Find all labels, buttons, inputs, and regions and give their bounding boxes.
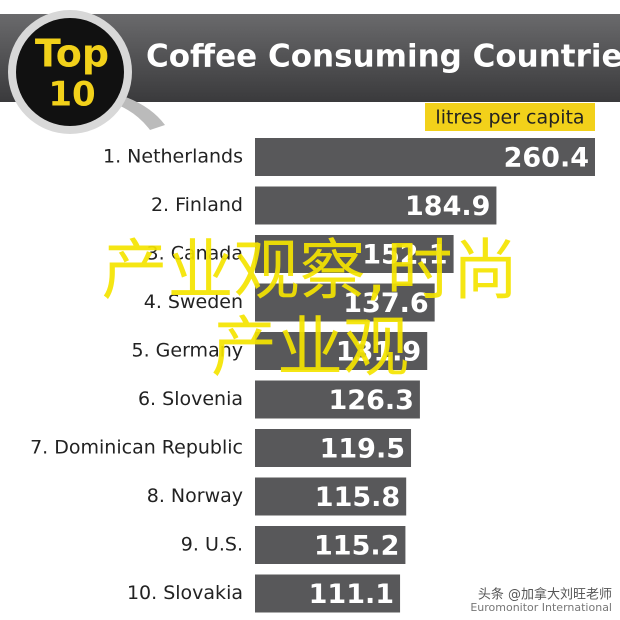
category-label: 7. Dominican Republic (30, 437, 243, 459)
category-label: 8. Norway (147, 485, 243, 507)
cup-badge (16, 18, 124, 126)
watermark: 头条 @加拿大刘旺老师 (478, 587, 612, 603)
value-label: 260.4 (504, 143, 589, 174)
value-label: 131.9 (336, 337, 421, 368)
rows: 1. Netherlands 260.4 2. Finland 184.9 3. Can… (30, 138, 595, 613)
bar (255, 477, 407, 516)
value-label: 115.2 (314, 531, 399, 562)
bar (255, 235, 454, 273)
value-label: 115.8 (315, 482, 400, 513)
badge-top: Top (35, 32, 109, 76)
bar (255, 283, 435, 322)
overlay-text: 产业观察,时尚 (102, 232, 519, 309)
badge-number: 10 (48, 75, 95, 115)
category-label: 10. Slovakia (127, 582, 243, 604)
category-label: 4. Sweden (144, 291, 243, 313)
value-label: 126.3 (329, 385, 414, 416)
bar (255, 526, 406, 564)
bar (255, 332, 428, 370)
cup-handle (110, 95, 165, 130)
category-label: 5. Germany (132, 340, 244, 362)
source: Euromonitor International (470, 601, 612, 614)
category-label: 6. Slovenia (138, 388, 243, 410)
category-label: 3. Canada (147, 243, 243, 265)
category-label: 9. U.S. (181, 534, 243, 556)
bar (255, 138, 595, 176)
overlay-text: 产业观 (211, 309, 409, 386)
value-label: 184.9 (405, 191, 490, 222)
category-label: 2. Finland (151, 194, 243, 216)
unit-box (425, 103, 595, 131)
value-label: 119.5 (320, 434, 405, 465)
value-label: 152.1 (362, 240, 447, 271)
value-label: 137.6 (343, 288, 428, 319)
chart-title: Coffee Consuming Countries (146, 39, 620, 75)
unit-label: litres per capita (435, 107, 584, 129)
bar (255, 186, 497, 225)
bar (255, 574, 401, 613)
bar (255, 429, 412, 467)
value-label: 111.1 (309, 579, 394, 610)
category-label: 1. Netherlands (103, 146, 243, 168)
bar (255, 380, 420, 419)
